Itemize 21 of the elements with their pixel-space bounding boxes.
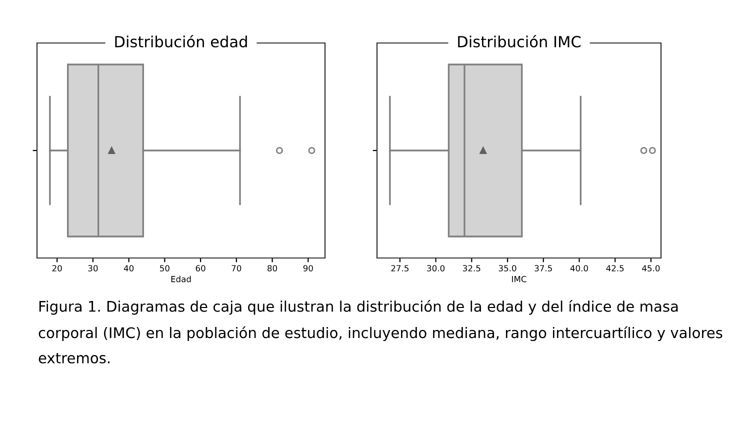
x-tick-label: 30.0 [427, 265, 445, 272]
x-tick-label: 45.0 [642, 265, 660, 272]
x-tick-label: 32.5 [463, 265, 480, 272]
text: Figura 1. Diagramas de caja que ilustran la distribución de la edad y del índice de masa corporal (IMC) en la población de estudio, incluyendo mediana, rango intercuartílico y valores extremos. [38, 300, 722, 364]
x-tick-label: 37.5 [534, 265, 552, 272]
x-tick-label: 30 [88, 265, 98, 272]
x-tick-label: 90 [303, 265, 313, 272]
x-tick-label: 80 [268, 265, 278, 272]
x-tick-label: 50 [160, 265, 170, 272]
x-axis-title: Edad [171, 276, 191, 282]
x-tick-label: 42.5 [606, 265, 624, 272]
x-tick-label: 35.0 [498, 265, 516, 272]
x-tick-label: 27.5 [391, 265, 408, 272]
x-tick-label: 40.0 [570, 265, 588, 272]
x-tick-label: 70 [232, 265, 242, 272]
chart-title: Distribución edad [115, 34, 247, 48]
x-tick-label: 20 [52, 265, 62, 272]
x-tick-label: 40 [124, 265, 134, 272]
x-axis-title: IMC [512, 276, 526, 282]
chart-title: Distribución IMC [458, 34, 581, 48]
x-tick-label: 60 [196, 265, 206, 272]
